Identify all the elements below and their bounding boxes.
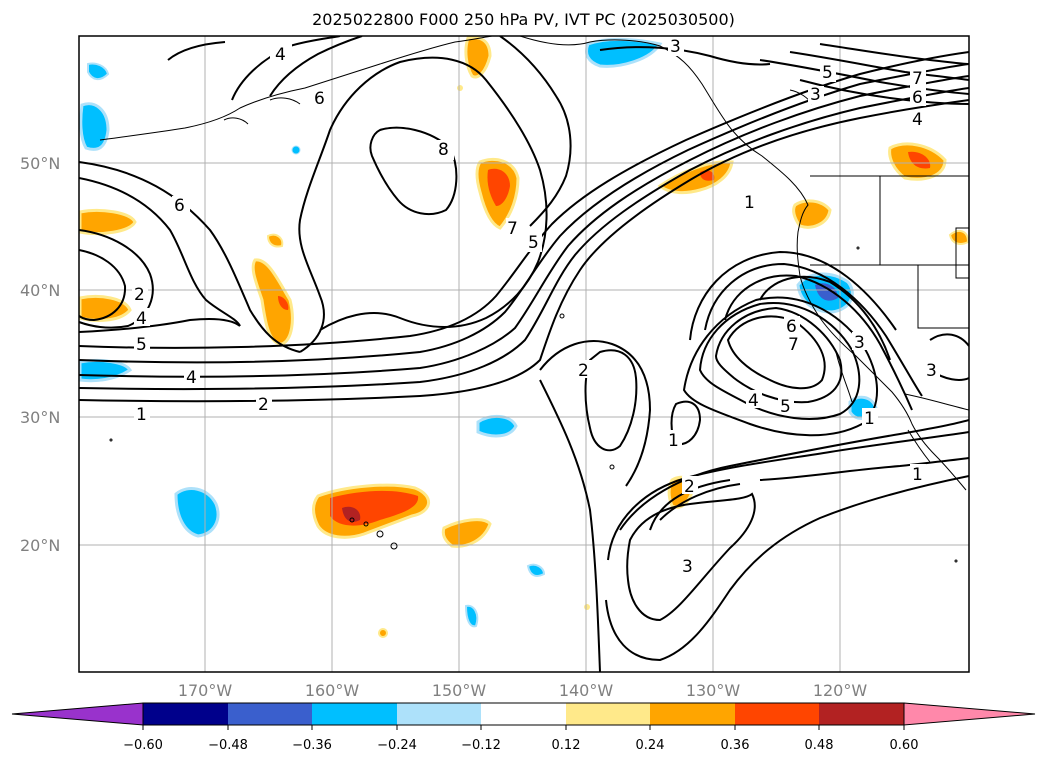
contour-label: 3 bbox=[810, 85, 821, 105]
contour-label: 3 bbox=[682, 557, 693, 577]
colorbar-tick: −0.48 bbox=[208, 738, 248, 753]
contour-label: 6 bbox=[314, 89, 325, 109]
colorbar-segment bbox=[397, 703, 481, 725]
contour-label: 4 bbox=[912, 110, 923, 130]
colorbar-segment bbox=[481, 703, 566, 725]
contour-label: 3 bbox=[854, 333, 865, 353]
contour-label: 4 bbox=[275, 45, 286, 65]
contour-labels: 4 6 8 6 7 5 3 5 7 6 4 3 1 2 4 5 4 1 2 1 … bbox=[132, 37, 940, 577]
colorbar-segment bbox=[143, 703, 228, 725]
lon-label: 160°W bbox=[305, 681, 360, 700]
contour-label: 6 bbox=[912, 88, 923, 108]
colorbar-tick: 0.24 bbox=[636, 738, 665, 753]
contour-label: 3 bbox=[670, 37, 681, 57]
gridlines bbox=[79, 36, 969, 672]
lat-label: 50°N bbox=[20, 154, 60, 173]
colorbar-segment bbox=[312, 703, 397, 725]
contour-label: 5 bbox=[822, 63, 833, 83]
lon-label: 120°W bbox=[813, 681, 868, 700]
contour-label: 8 bbox=[438, 140, 449, 160]
lat-label: 20°N bbox=[20, 536, 60, 555]
colorbar: −0.60 −0.48 −0.36 −0.24 −0.12 0.12 0.24 … bbox=[11, 702, 1036, 753]
colorbar-tick: −0.24 bbox=[377, 738, 417, 753]
colorbar-tick: 0.12 bbox=[552, 738, 581, 753]
lat-label: 30°N bbox=[20, 408, 60, 427]
lat-label: 40°N bbox=[20, 281, 60, 300]
colorbar-segment bbox=[566, 703, 650, 725]
contour-label: 6 bbox=[174, 196, 185, 216]
ivt-shading bbox=[79, 36, 969, 638]
contour-label: 2 bbox=[684, 477, 695, 497]
colorbar-segment bbox=[228, 703, 312, 725]
colorbar-max-extend bbox=[903, 702, 1036, 726]
lon-label: 170°W bbox=[178, 681, 233, 700]
contour-label: 3 bbox=[926, 361, 937, 381]
colorbar-tick: −0.60 bbox=[123, 738, 163, 753]
colorbar-tick: 0.60 bbox=[890, 738, 919, 753]
contour-label: 5 bbox=[780, 397, 791, 417]
contour-label: 4 bbox=[136, 309, 147, 329]
contour-label: 1 bbox=[136, 405, 147, 425]
colorbar-tick: −0.36 bbox=[292, 738, 332, 753]
contour-label: 7 bbox=[788, 335, 799, 355]
contour-label: 5 bbox=[528, 233, 539, 253]
colorbar-tick: 0.36 bbox=[721, 738, 750, 753]
contour-label: 6 bbox=[786, 317, 797, 337]
contour-label: 5 bbox=[136, 335, 147, 355]
colorbar-tick: 0.48 bbox=[805, 738, 834, 753]
contour-label: 2 bbox=[258, 395, 269, 415]
lon-label: 150°W bbox=[432, 681, 487, 700]
contour-label: 4 bbox=[186, 368, 197, 388]
latitude-labels: 50°N 40°N 30°N 20°N bbox=[20, 154, 60, 555]
contour-label: 2 bbox=[134, 285, 145, 305]
pv-contours bbox=[79, 36, 969, 672]
contour-label: 1 bbox=[864, 409, 875, 429]
map-title: 2025022800 F000 250 hPa PV, IVT PC (2025… bbox=[312, 10, 735, 29]
contour-label: 1 bbox=[912, 465, 923, 485]
contour-label: 1 bbox=[744, 193, 755, 213]
colorbar-segment bbox=[650, 703, 735, 725]
longitude-labels: 170°W 160°W 150°W 140°W 130°W 120°W bbox=[178, 681, 868, 700]
contour-label: 2 bbox=[578, 361, 589, 381]
colorbar-tick: −0.12 bbox=[461, 738, 501, 753]
lon-label: 130°W bbox=[686, 681, 741, 700]
lon-label: 140°W bbox=[559, 681, 614, 700]
map-frame bbox=[78, 35, 970, 673]
colorbar-min-extend bbox=[11, 702, 144, 726]
contour-label: 4 bbox=[748, 391, 759, 411]
colorbar-segment bbox=[735, 703, 819, 725]
contour-label: 1 bbox=[668, 431, 679, 451]
map-plot bbox=[79, 36, 969, 672]
contour-label: 7 bbox=[912, 69, 923, 89]
contour-label: 7 bbox=[507, 219, 518, 239]
colorbar-segment bbox=[819, 703, 904, 725]
